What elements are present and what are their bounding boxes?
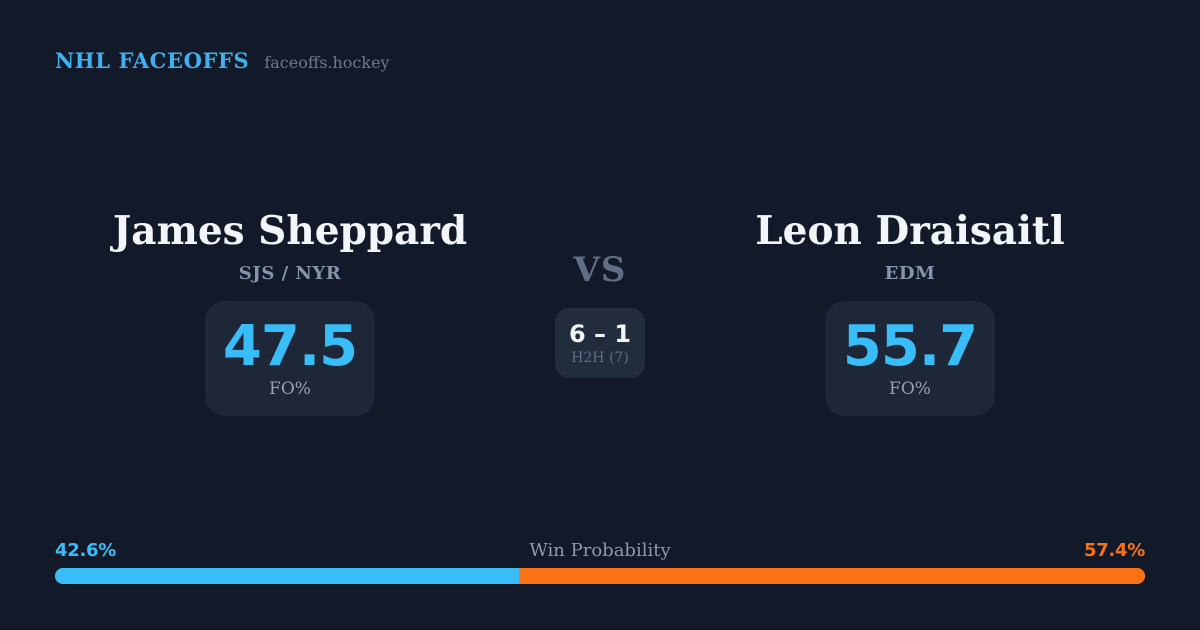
header: NHL FACEOFFS faceoffs.hockey [55,48,390,73]
fo-box: 55.7 FO% [825,301,995,416]
win-bar-right [519,568,1145,584]
win-prob-left-pct: 42.6% [55,540,116,561]
fo-label: FO% [889,379,931,399]
player-name: James Sheppard [112,208,468,254]
h2h-box: 6 – 1 H2H (7) [555,308,645,378]
win-prob-title: Win Probability [529,540,671,561]
player-name: Leon Draisaitl [755,208,1065,254]
win-prob-bar [55,568,1145,584]
player-card-right: Leon Draisaitl EDM 55.7 FO% [675,205,1145,416]
win-probability-labels: 42.6% Win Probability 57.4% [55,540,1145,561]
player-teams: SJS / NYR [238,263,342,284]
fo-box: 47.5 FO% [205,301,375,416]
vs-column: VS 6 – 1 H2H (7) [525,205,675,378]
fo-value: 47.5 [222,314,358,379]
vs-label: VS [573,250,627,290]
win-prob-right-pct: 57.4% [1084,540,1145,561]
fo-value: 55.7 [842,314,978,379]
site-label: faceoffs.hockey [264,53,390,72]
win-bar-left [55,568,520,584]
h2h-label: H2H (7) [571,350,629,366]
fo-label: FO% [269,379,311,399]
brand-title: NHL FACEOFFS [55,48,250,73]
player-card-left: James Sheppard SJS / NYR 47.5 FO% [55,205,525,416]
player-teams: EDM [884,263,936,284]
h2h-score: 6 – 1 [568,320,632,348]
